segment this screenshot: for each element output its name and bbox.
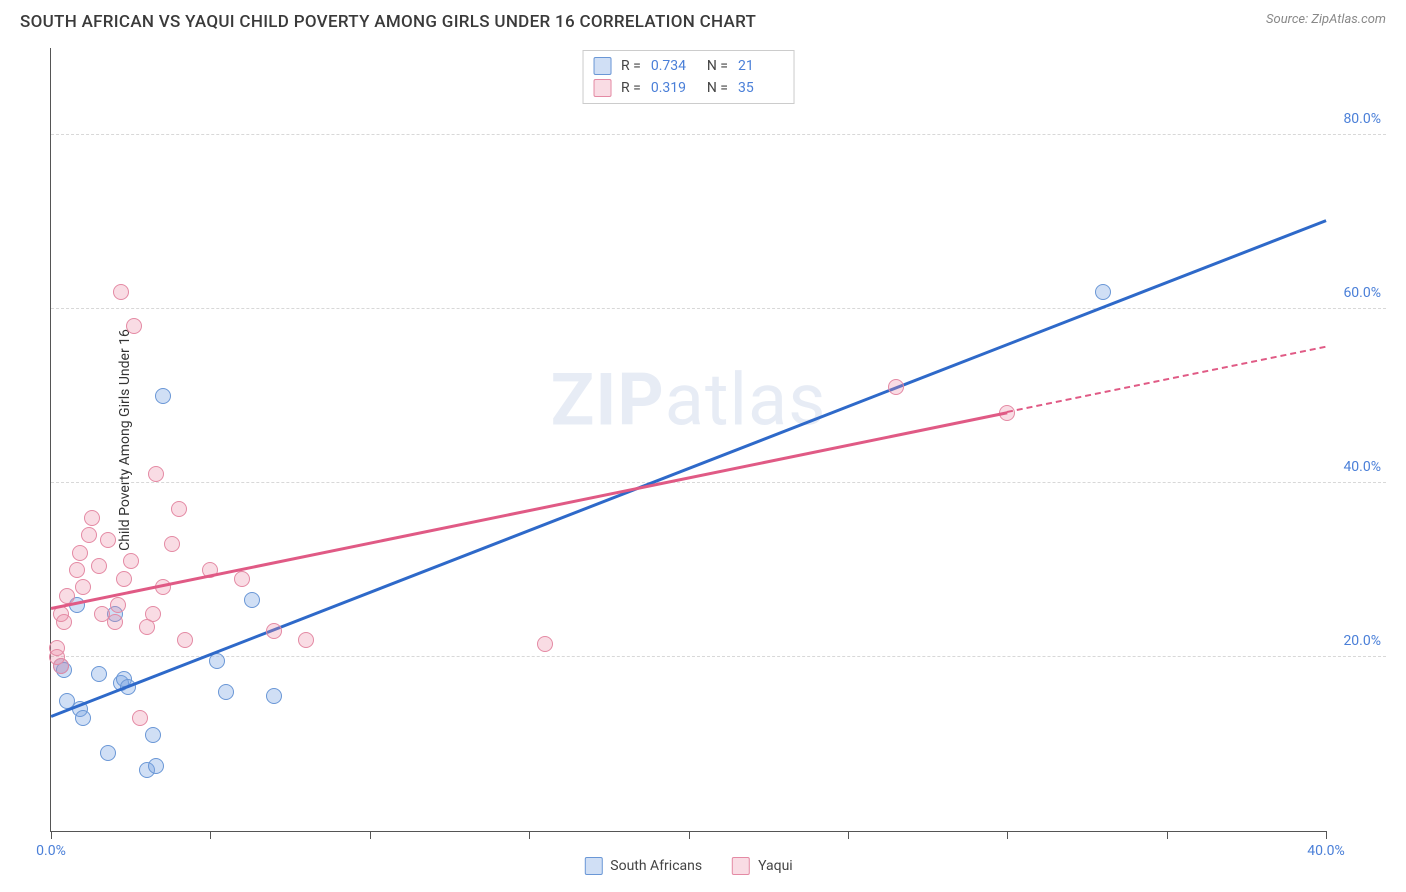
data-point <box>218 684 234 700</box>
y-tick-label: 40.0% <box>1343 459 1381 475</box>
data-point <box>155 388 171 404</box>
source-attribution: Source: ZipAtlas.com <box>1266 12 1386 27</box>
stat-n-value: 21 <box>738 58 784 74</box>
data-point <box>100 745 116 761</box>
gridline <box>51 134 1386 135</box>
stat-key: N = <box>707 80 728 96</box>
data-point <box>53 658 69 674</box>
data-point <box>209 653 225 669</box>
data-point <box>298 632 314 648</box>
watermark-atlas: atlas <box>665 358 827 443</box>
legend-item: Yaqui <box>732 857 793 875</box>
legend-label: South Africans <box>610 858 702 874</box>
data-point <box>1095 284 1111 300</box>
watermark-zip: ZIP <box>551 358 665 443</box>
gridline <box>51 482 1386 483</box>
stat-n-value: 35 <box>738 80 784 96</box>
data-point <box>110 597 126 613</box>
data-point <box>49 640 65 656</box>
data-point <box>888 379 904 395</box>
data-point <box>91 666 107 682</box>
x-tick <box>210 831 211 839</box>
legend-swatch <box>732 857 750 875</box>
series-legend: South Africans Yaqui <box>584 857 792 875</box>
data-point <box>266 623 282 639</box>
data-point <box>148 758 164 774</box>
legend-swatch <box>593 57 611 75</box>
data-point <box>123 553 139 569</box>
data-point <box>100 532 116 548</box>
stats-row: R = 0.319 N = 35 <box>593 77 784 99</box>
trend-line <box>1007 346 1326 413</box>
stat-r-value: 0.734 <box>651 58 697 74</box>
trend-line <box>51 411 1008 609</box>
x-tick <box>51 831 52 839</box>
data-point <box>107 614 123 630</box>
chart-title: SOUTH AFRICAN VS YAQUI CHILD POVERTY AMO… <box>20 12 756 32</box>
header-bar: SOUTH AFRICAN VS YAQUI CHILD POVERTY AMO… <box>0 0 1406 40</box>
stats-row: R = 0.734 N = 21 <box>593 55 784 77</box>
x-tick-label: 40.0% <box>1307 843 1345 859</box>
x-tick <box>848 831 849 839</box>
x-tick <box>689 831 690 839</box>
x-tick <box>1326 831 1327 839</box>
data-point <box>113 284 129 300</box>
data-point <box>91 558 107 574</box>
data-point <box>177 632 193 648</box>
gridline <box>51 656 1386 657</box>
gridline <box>51 308 1386 309</box>
data-point <box>145 727 161 743</box>
plot-wrap: Child Poverty Among Girls Under 16 ZIPat… <box>50 48 1386 832</box>
data-point <box>145 606 161 622</box>
x-tick <box>370 831 371 839</box>
x-tick <box>1007 831 1008 839</box>
data-point <box>75 579 91 595</box>
stats-legend: R = 0.734 N = 21 R = 0.319 N = 35 <box>582 50 795 104</box>
x-tick-label: 0.0% <box>36 843 66 859</box>
data-point <box>148 466 164 482</box>
legend-label: Yaqui <box>758 858 793 874</box>
data-point <box>132 710 148 726</box>
data-point <box>72 545 88 561</box>
data-point <box>126 318 142 334</box>
x-tick <box>1167 831 1168 839</box>
y-tick-label: 20.0% <box>1343 633 1381 649</box>
stat-key: R = <box>621 80 641 96</box>
data-point <box>244 592 260 608</box>
x-tick <box>529 831 530 839</box>
data-point <box>266 688 282 704</box>
data-point <box>537 636 553 652</box>
data-point <box>81 527 97 543</box>
data-point <box>116 571 132 587</box>
legend-item: South Africans <box>584 857 702 875</box>
data-point <box>75 710 91 726</box>
plot-area: ZIPatlas R =0.734N =21R =0.319N =35 Sout… <box>50 48 1326 832</box>
legend-swatch <box>593 79 611 97</box>
data-point <box>69 562 85 578</box>
stat-key: N = <box>707 58 728 74</box>
y-tick-label: 60.0% <box>1343 285 1381 301</box>
stat-r-value: 0.319 <box>651 80 697 96</box>
data-point <box>234 571 250 587</box>
y-tick-label: 80.0% <box>1343 111 1381 127</box>
data-point <box>164 536 180 552</box>
legend-swatch <box>584 857 602 875</box>
trend-line <box>51 220 1327 718</box>
stat-key: R = <box>621 58 641 74</box>
data-point <box>171 501 187 517</box>
data-point <box>84 510 100 526</box>
data-point <box>56 614 72 630</box>
